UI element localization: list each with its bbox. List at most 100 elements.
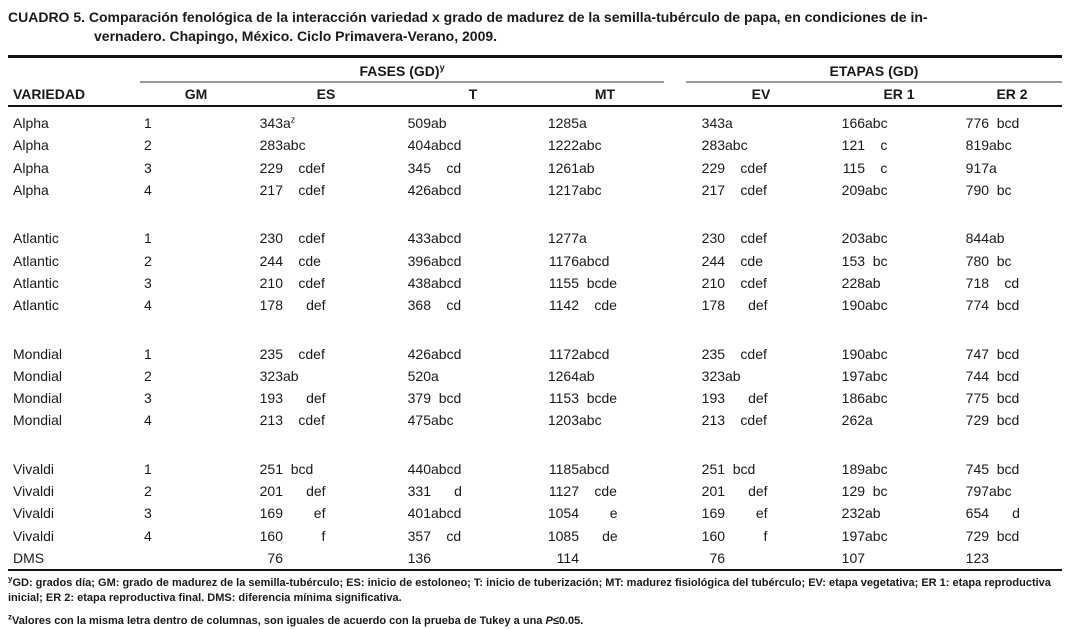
caption-line2: vernadero. Chapingo, México. Ciclo Prima… <box>94 28 498 44</box>
value: 76 <box>267 549 283 566</box>
tukey-letters: abcd <box>431 137 462 154</box>
column-header-er1: ER 1 <box>836 82 963 107</box>
cell-ev: 244 cde <box>686 249 836 271</box>
tukey-letters: cdef <box>298 182 325 199</box>
cell-er1: 186abc <box>836 387 962 409</box>
cell-spacer <box>664 458 686 480</box>
table-row: Atlantic 1 230 cdef 433abcd 1277a 230 cdef 203ab… <box>8 227 1062 249</box>
tukey-letters: a <box>579 115 587 132</box>
cell-mt: 1222abc <box>546 134 664 156</box>
value: 201 <box>701 483 726 499</box>
value: 178 <box>259 297 283 314</box>
tukey-letters: cdef <box>740 159 767 176</box>
value: 1261 <box>547 159 579 176</box>
tukey-letters: c <box>880 159 888 176</box>
tukey-letters: bcd <box>996 527 1020 544</box>
column-header-spacer <box>664 82 687 107</box>
cell-variety: Mondial <box>13 367 63 384</box>
tukey-letters: abcd <box>579 252 610 269</box>
value: 107 <box>841 549 866 566</box>
value: 213 <box>701 412 726 429</box>
value: 426 <box>407 345 431 362</box>
tukey-letters: bcde <box>586 390 618 407</box>
tukey-letters: bcd <box>996 297 1020 314</box>
cell-gm <box>140 547 252 570</box>
value: 368 <box>407 297 431 314</box>
cell-gm: 4 <box>144 297 152 314</box>
group-header-spacer <box>664 57 686 83</box>
value: 153 <box>841 252 866 269</box>
cell-gm: 1 <box>144 230 152 247</box>
cell-variety: Alpha <box>13 137 49 154</box>
cell-mt: 1277a <box>546 227 664 249</box>
cell-variety: Vivaldi <box>13 505 54 522</box>
table-row: Atlantic 4 178 def 368 cd 1142 cde 178 def 190abc 7… <box>8 294 1062 316</box>
footnote-y-marker: y <box>8 574 13 584</box>
tukey-letters: abc <box>431 412 454 429</box>
value: 210 <box>701 274 726 291</box>
cell-es: 217 cdef <box>252 179 400 201</box>
value: 1264 <box>547 367 579 384</box>
cell-er2: 774 bcd <box>962 294 1062 316</box>
cell-variety: Mondial <box>13 412 63 429</box>
cell-ev: 229 cdef <box>686 157 836 179</box>
tukey-letters: a <box>431 367 439 384</box>
cell-mt: 1054 e <box>546 502 664 524</box>
cell-er1: 190abc <box>836 342 962 364</box>
value: 203 <box>841 230 866 247</box>
cell-er2: 917a <box>962 157 1062 179</box>
footnote-z-italic-p: P <box>545 615 553 628</box>
cell-spacer <box>664 272 686 294</box>
cell-es: 323ab <box>252 365 400 387</box>
tukey-letters: cd <box>446 159 462 176</box>
cell-t: 345 cd <box>400 157 546 179</box>
tukey-letters: bc <box>872 483 888 499</box>
cell-er2: 780 bc <box>962 249 1062 271</box>
tukey-letters: def <box>748 483 768 499</box>
cell-t: 331 d <box>400 480 546 502</box>
cell-er1: 197abc <box>836 524 962 546</box>
tukey-letters: cdef <box>298 412 325 429</box>
tukey-letters: abc <box>865 297 888 314</box>
tukey-letters: cd <box>446 527 462 544</box>
value: 228 <box>841 274 866 291</box>
table-row: Vivaldi 3 169 ef 401abcd 1054 e 169 ef 232ab 654 d <box>8 502 1062 524</box>
cell-er1: 197abc <box>836 365 962 387</box>
value: 747 <box>965 345 990 362</box>
cell-mt: 114 <box>546 547 664 570</box>
tukey-letters: cdef <box>298 345 325 362</box>
cell-ev: 160 f <box>686 524 836 546</box>
tukey-letters: cdef <box>298 230 325 247</box>
cell-es: 283abc <box>252 134 400 156</box>
tukey-letters: abcd <box>431 274 462 291</box>
cell-gm: 1 <box>144 460 152 477</box>
value: 1054 <box>547 505 579 522</box>
cell-spacer <box>664 524 686 546</box>
cell-t: 368 cd <box>400 294 546 316</box>
table-row: Vivaldi 4 160 f 357 cd 1085 de 160 f 197abc 729 bcd <box>8 524 1062 546</box>
cell-mt: 1153 bcde <box>546 387 664 409</box>
value: 729 <box>965 527 990 544</box>
tukey-letters: bcd <box>996 115 1020 132</box>
cell-gm: 4 <box>144 182 152 199</box>
value: 229 <box>701 159 726 176</box>
tukey-letters: cde <box>594 297 617 314</box>
cell-gm: 4 <box>144 412 152 429</box>
cell-ev: 210 cdef <box>686 272 836 294</box>
tukey-letters: cdef <box>740 182 767 199</box>
tukey-letters: abc <box>865 182 888 199</box>
cell-er2: 790 bc <box>962 179 1062 201</box>
value: 76 <box>709 549 726 566</box>
cell-er1: 209abc <box>836 179 962 201</box>
tukey-letters: cdef <box>298 274 325 291</box>
cell-er2: 776 bcd <box>962 106 1062 134</box>
group-sup-fases: y <box>439 62 445 73</box>
tukey-letters: a <box>725 115 733 132</box>
value: 438 <box>407 274 431 291</box>
tukey-letters: bcd <box>290 460 314 477</box>
value: 1285 <box>547 115 579 132</box>
value: 797 <box>965 483 990 499</box>
cell-gm: 2 <box>144 252 152 269</box>
cell-variety: Vivaldi <box>13 527 54 544</box>
table-row: Alpha 3 229 cdef 345 cd 1261ab 229 cdef 115 c 917a <box>8 157 1062 179</box>
